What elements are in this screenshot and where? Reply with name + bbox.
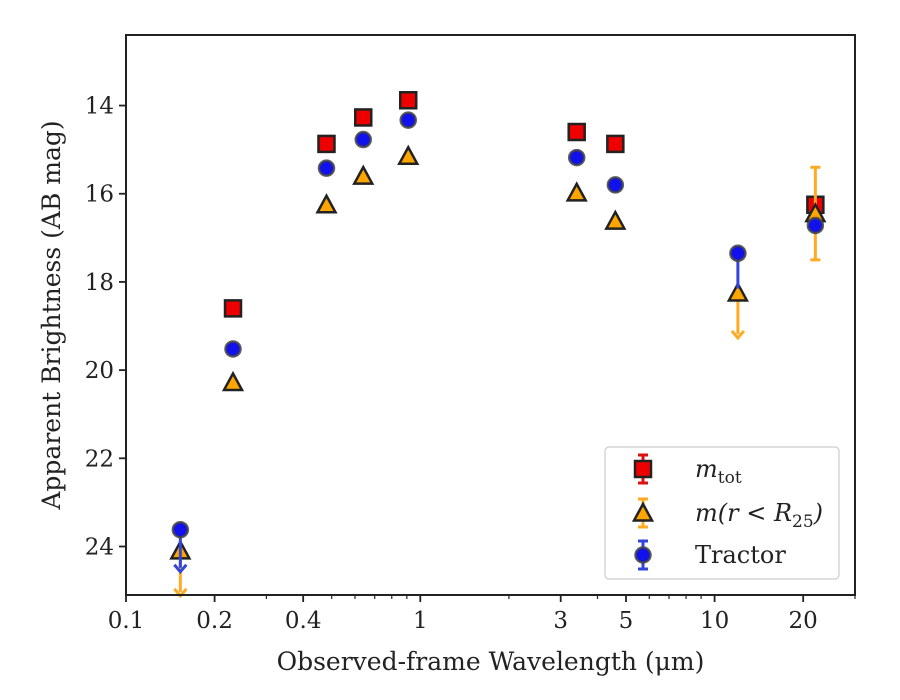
tractor-point-4 bbox=[399, 111, 417, 129]
mtot-marker-3 bbox=[398, 91, 418, 110]
tractor-point-1 bbox=[224, 340, 242, 358]
plot-marks bbox=[169, 91, 827, 599]
y-tick-label-2: 18 bbox=[85, 270, 114, 296]
legend-entry-tractor: Tractor bbox=[634, 539, 786, 571]
mr25-point-4 bbox=[397, 144, 420, 166]
mr25-upper-limit-7-head bbox=[730, 329, 746, 341]
mr25-point-1 bbox=[221, 370, 245, 392]
tractor-point-3 bbox=[354, 130, 373, 149]
y-tick-label-4: 22 bbox=[85, 446, 114, 472]
x-tick-label-4: 3 bbox=[553, 608, 568, 634]
mtot-point-1 bbox=[317, 134, 336, 154]
mr25-point-2 bbox=[315, 193, 338, 214]
mr25-marker-2 bbox=[315, 193, 338, 214]
tractor-marker-4 bbox=[399, 111, 417, 129]
mtot-point-0 bbox=[223, 299, 243, 318]
tractor-marker-6 bbox=[606, 176, 625, 194]
mtot-marker-0 bbox=[223, 299, 243, 318]
tractor-marker-0 bbox=[171, 520, 190, 539]
tractor-upper-limit-0-head bbox=[173, 563, 188, 575]
mr25-marker-3 bbox=[352, 164, 375, 185]
mr25-marker-6 bbox=[604, 209, 627, 230]
legend-label-tractor: Tractor bbox=[695, 541, 786, 569]
y-tick-label-1: 16 bbox=[85, 182, 114, 208]
y-tick-label-3: 20 bbox=[85, 358, 114, 384]
legend: mtot m(r < R25) Tractor bbox=[604, 446, 840, 580]
x-tick-label-1: 0.2 bbox=[196, 608, 233, 634]
mr25-point-6 bbox=[604, 209, 627, 230]
tractor-point-8 bbox=[806, 216, 825, 235]
tractor-marker-3 bbox=[354, 130, 373, 149]
mtot-point-2 bbox=[354, 108, 373, 127]
x-tick-label-5: 5 bbox=[619, 608, 634, 634]
mtot-marker-1 bbox=[317, 134, 336, 154]
legend-label-sub-mr25: 25 bbox=[792, 512, 814, 532]
series-mtot bbox=[223, 91, 825, 318]
mr25-point-7 bbox=[726, 281, 749, 341]
tractor-point-5 bbox=[567, 148, 586, 167]
tractor-marker-2 bbox=[317, 159, 336, 177]
axes: 0.1 0.2 0.4 1 3 5 10 20 14 16 18 20 22 24 Observed-fra… bbox=[37, 34, 856, 676]
x-tick-label-7: 20 bbox=[789, 608, 818, 634]
mr25-marker-4 bbox=[397, 144, 420, 166]
tractor-marker-1 bbox=[224, 340, 242, 358]
mr25-point-5 bbox=[565, 181, 588, 202]
tractor-point-7 bbox=[729, 244, 747, 289]
x-tick-label-2: 0.4 bbox=[285, 608, 322, 634]
mtot-marker-2 bbox=[354, 108, 373, 127]
tractor-marker-8 bbox=[806, 216, 825, 235]
mr25-marker-7 bbox=[726, 281, 749, 302]
legend-entry-mtot: mtot bbox=[633, 453, 742, 488]
mtot-point-4 bbox=[567, 122, 586, 142]
mr25-marker-5 bbox=[565, 181, 588, 202]
legend-marker-mr25 bbox=[631, 501, 655, 522]
legend-label-mr25: m(r < R25) bbox=[695, 499, 823, 532]
tractor-marker-7 bbox=[729, 244, 747, 263]
y-tick-label-0: 14 bbox=[85, 94, 114, 120]
legend-marker-tractor bbox=[634, 546, 652, 564]
legend-label-tail-mr25: ) bbox=[813, 499, 823, 527]
legend-label-base-mtot: m bbox=[695, 455, 718, 483]
x-tick-label-3: 1 bbox=[413, 608, 428, 634]
x-tick-label-6: 10 bbox=[700, 608, 729, 634]
legend-label-mtot: mtot bbox=[695, 455, 742, 488]
tractor-point-0 bbox=[171, 520, 190, 575]
mtot-point-5 bbox=[606, 134, 625, 154]
x-tick-label-0: 0.1 bbox=[108, 608, 145, 634]
x-axis-title: Observed-frame Wavelength (μm) bbox=[277, 647, 705, 676]
legend-label-sub-mtot: tot bbox=[718, 468, 742, 488]
y-axis-title: Apparent Brightness (AB mag) bbox=[37, 120, 66, 510]
plot-frame bbox=[125, 34, 856, 596]
legend-entry-mr25: m(r < R25) bbox=[631, 497, 823, 532]
legend-label-base-mr25: m(r < R bbox=[695, 499, 792, 527]
series-tractor bbox=[171, 111, 825, 575]
mr25-point-3 bbox=[352, 164, 375, 185]
mtot-marker-4 bbox=[567, 122, 586, 142]
mr25-point-8 bbox=[804, 165, 827, 262]
mtot-marker-5 bbox=[606, 134, 625, 154]
tractor-marker-5 bbox=[567, 148, 586, 167]
tractor-point-2 bbox=[317, 159, 336, 177]
legend-box bbox=[604, 446, 840, 580]
tractor-point-6 bbox=[606, 176, 625, 194]
mtot-point-3 bbox=[398, 91, 418, 110]
mr25-marker-1 bbox=[221, 370, 245, 392]
legend-marker-mtot bbox=[633, 459, 653, 479]
y-tick-label-5: 24 bbox=[85, 534, 114, 560]
